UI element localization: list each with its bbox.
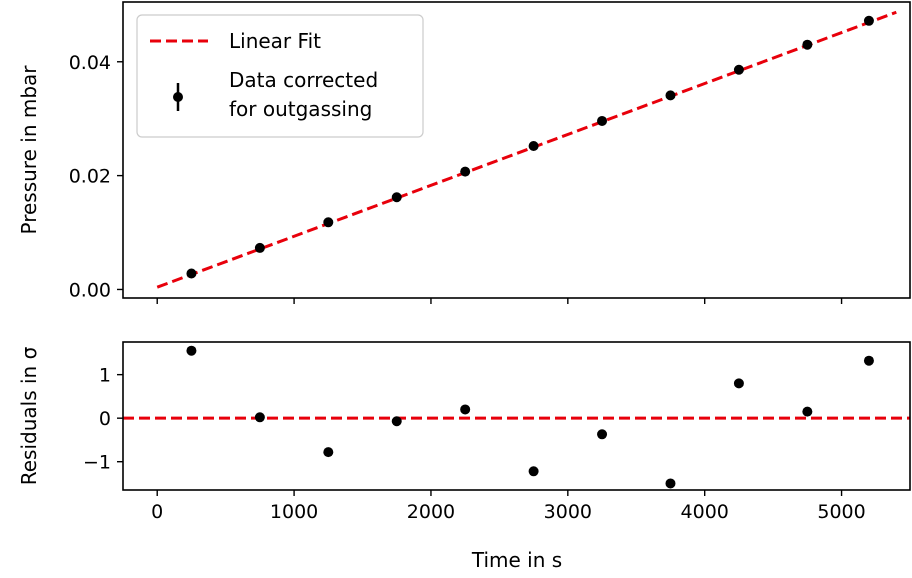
top-x-ticks bbox=[156, 298, 843, 304]
data-point bbox=[323, 217, 334, 228]
legend-box bbox=[136, 14, 424, 138]
legend-data-label-line-2: for outgassing bbox=[229, 97, 372, 121]
data-point bbox=[391, 192, 402, 203]
data-point bbox=[254, 242, 265, 253]
top-axes-frame bbox=[122, 1, 911, 299]
linear-fit-segment bbox=[156, 10, 897, 289]
residual-points bbox=[186, 345, 874, 489]
y-tick-label: 1 bbox=[99, 365, 111, 387]
legend: Linear Fit Data corrected for outgassing bbox=[136, 14, 424, 138]
residual-point bbox=[528, 466, 539, 477]
top-y-ticks: 0.00 0.02 0.04 bbox=[69, 52, 123, 301]
data-point bbox=[733, 64, 744, 75]
residual-point bbox=[186, 345, 197, 356]
residual-point bbox=[391, 416, 402, 427]
residual-point bbox=[254, 412, 265, 423]
legend-data-label-line-1: Data corrected bbox=[229, 68, 378, 92]
x-tick-label: 4000 bbox=[681, 501, 729, 523]
data-point bbox=[597, 115, 608, 126]
x-tick-label: 0 bbox=[151, 501, 163, 523]
y-tick-label: −1 bbox=[83, 452, 111, 474]
data-point bbox=[665, 90, 676, 101]
legend-fit-label: Linear Fit bbox=[229, 29, 321, 53]
data-point bbox=[460, 166, 471, 177]
y-tick-label: 0.02 bbox=[69, 166, 111, 188]
bottom-x-ticks: 0 1000 2000 3000 4000 5000 bbox=[151, 490, 866, 523]
x-tick-label: 1000 bbox=[270, 501, 318, 523]
data-point bbox=[528, 141, 539, 152]
y-tick-label: 0.04 bbox=[69, 52, 111, 74]
residual-point bbox=[665, 478, 676, 489]
top-y-axis-label: Pressure in mbar bbox=[17, 65, 41, 235]
residual-point bbox=[597, 429, 608, 440]
x-tick-label: 3000 bbox=[544, 501, 592, 523]
residual-point bbox=[460, 404, 471, 415]
x-tick-label: 5000 bbox=[817, 501, 865, 523]
bottom-y-ticks: −1 0 1 bbox=[83, 365, 123, 474]
linear-fit-line bbox=[156, 10, 897, 289]
bottom-panel: −1 0 1 0 1000 2000 3000 4000 5000 Residuals in … bbox=[17, 341, 911, 572]
legend-data-marker bbox=[173, 92, 183, 102]
top-panel: 0.00 0.02 0.04 Pressure in mbar Linear Fit… bbox=[17, 1, 911, 304]
residual-point bbox=[802, 406, 813, 417]
data-point bbox=[802, 39, 813, 50]
y-tick-label: 0.00 bbox=[69, 279, 111, 301]
bottom-axes-frame bbox=[122, 341, 911, 491]
data-point bbox=[186, 268, 197, 279]
data-points bbox=[186, 15, 874, 279]
y-tick-label: 0 bbox=[99, 408, 111, 430]
x-tick-label: 2000 bbox=[407, 501, 455, 523]
x-axis-label: Time in s bbox=[471, 548, 562, 572]
residual-point bbox=[863, 355, 874, 366]
residual-point bbox=[733, 378, 744, 389]
residual-point bbox=[323, 447, 334, 458]
data-point bbox=[863, 15, 874, 26]
bottom-y-axis-label: Residuals in σ bbox=[17, 346, 41, 485]
